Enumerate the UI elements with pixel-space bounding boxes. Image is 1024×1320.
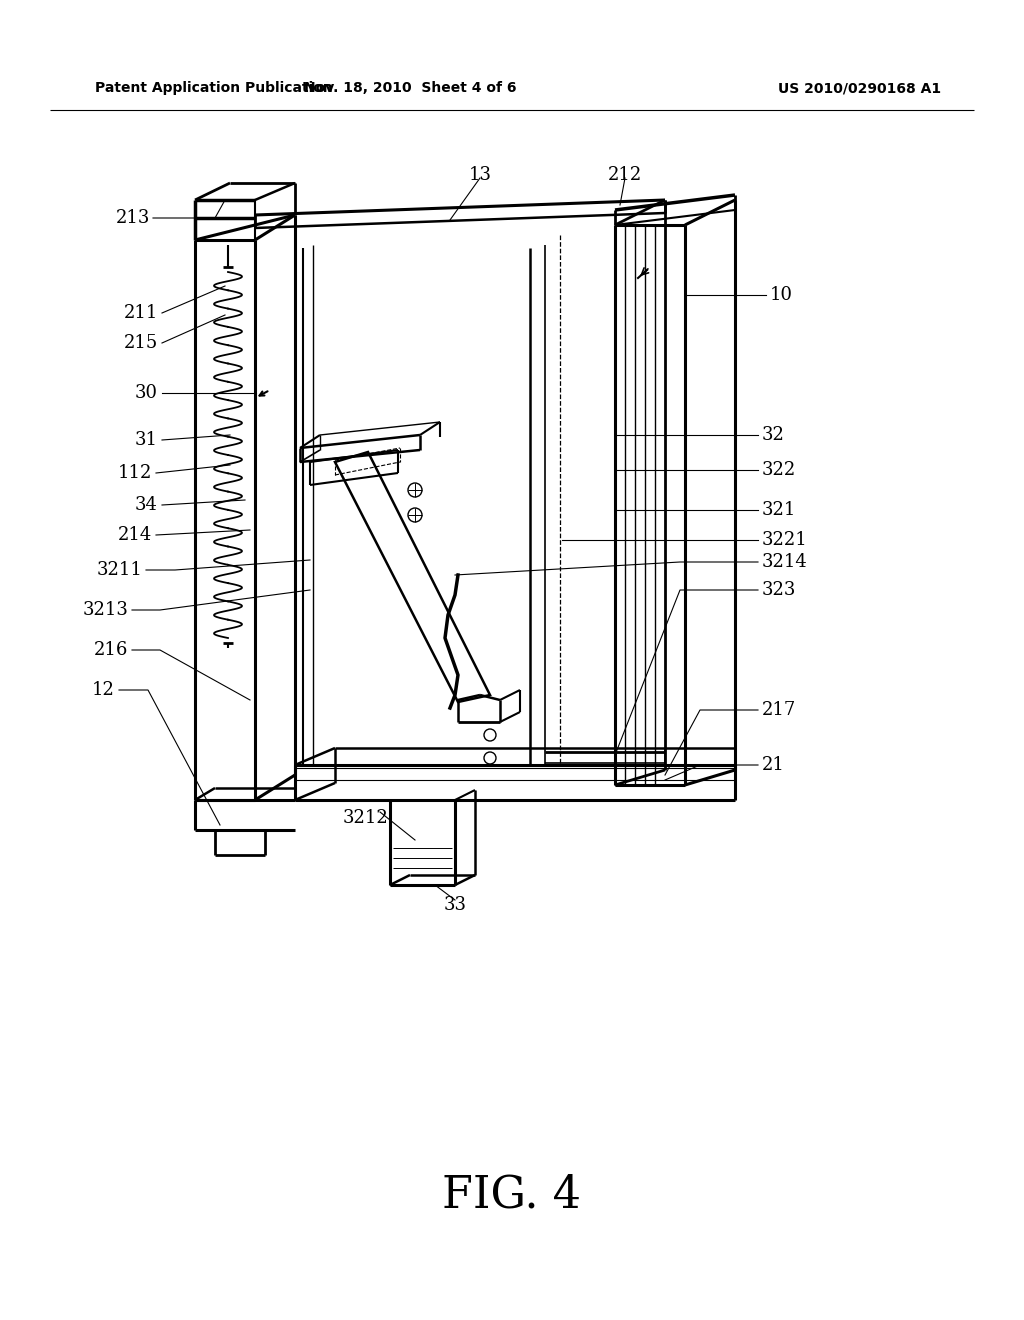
Text: FIG. 4: FIG. 4 <box>442 1173 582 1217</box>
Text: 217: 217 <box>762 701 797 719</box>
Text: 3212: 3212 <box>342 809 388 828</box>
Text: US 2010/0290168 A1: US 2010/0290168 A1 <box>778 81 941 95</box>
Text: 31: 31 <box>135 432 158 449</box>
Text: Patent Application Publication: Patent Application Publication <box>95 81 333 95</box>
Text: 323: 323 <box>762 581 797 599</box>
Text: 212: 212 <box>608 166 642 183</box>
Text: 322: 322 <box>762 461 797 479</box>
Text: 3221: 3221 <box>762 531 808 549</box>
Text: 34: 34 <box>135 496 158 513</box>
Text: 12: 12 <box>92 681 115 700</box>
Text: 10: 10 <box>770 286 793 304</box>
Text: 215: 215 <box>124 334 158 352</box>
Text: 321: 321 <box>762 502 797 519</box>
Text: 213: 213 <box>116 209 150 227</box>
Text: 214: 214 <box>118 525 152 544</box>
Text: 13: 13 <box>469 166 492 183</box>
Text: 30: 30 <box>135 384 158 403</box>
Text: 3214: 3214 <box>762 553 808 572</box>
Text: 3213: 3213 <box>82 601 128 619</box>
Text: Nov. 18, 2010  Sheet 4 of 6: Nov. 18, 2010 Sheet 4 of 6 <box>304 81 516 95</box>
Text: 3211: 3211 <box>96 561 142 579</box>
Text: 33: 33 <box>443 896 467 913</box>
Text: 216: 216 <box>93 642 128 659</box>
Text: 112: 112 <box>118 465 152 482</box>
Text: 211: 211 <box>124 304 158 322</box>
Text: 32: 32 <box>762 426 784 444</box>
Text: 21: 21 <box>762 756 784 774</box>
